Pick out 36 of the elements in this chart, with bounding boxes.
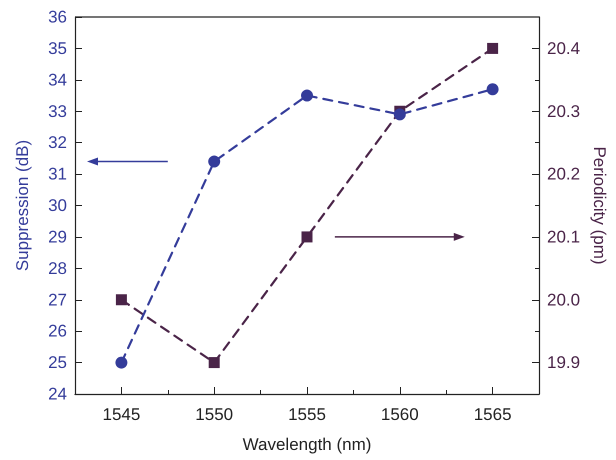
y2-tick-label: 20.2 xyxy=(547,164,580,184)
point xyxy=(394,108,406,120)
point xyxy=(302,231,313,242)
y-tick-label: 24 xyxy=(48,384,67,404)
x-tick-label: 1545 xyxy=(102,405,140,424)
y-tick-label: 28 xyxy=(48,258,67,278)
y2-tick-label: 20.1 xyxy=(547,227,580,246)
point xyxy=(301,90,314,102)
point xyxy=(208,156,220,168)
y-tick-label: 34 xyxy=(48,70,67,90)
y2-tick-label: 19.9 xyxy=(547,353,580,372)
y2-tick-label: 20.4 xyxy=(547,38,580,58)
y2-tick-label: 20.0 xyxy=(547,290,580,310)
y-tick-label: 25 xyxy=(48,353,67,372)
y-tick-label: 26 xyxy=(48,322,67,341)
x-tick-label: 1560 xyxy=(380,405,419,424)
x-tick-label: 1555 xyxy=(288,405,326,424)
y-axis-title: Suppression (dB) xyxy=(13,140,32,272)
point xyxy=(115,356,128,369)
x-tick-label: 1565 xyxy=(474,405,512,424)
point xyxy=(116,294,127,306)
y2-axis-title: Periodicity (pm) xyxy=(590,146,609,265)
y-tick-label: 33 xyxy=(48,102,67,121)
y-tick-label: 36 xyxy=(48,8,67,26)
y-tick-label: 35 xyxy=(48,38,67,58)
y-tick-label: 30 xyxy=(48,196,67,215)
x-tick-label: 1550 xyxy=(195,405,234,424)
point xyxy=(487,42,498,54)
y-tick-label: 32 xyxy=(48,133,67,152)
y-tick-label: 29 xyxy=(48,227,67,246)
y-tick-label: 31 xyxy=(48,164,67,184)
point xyxy=(208,357,220,368)
y2-tick-label: 20.3 xyxy=(547,102,580,121)
y-tick-label: 27 xyxy=(48,290,67,310)
x-axis-title: Wavelength (nm) xyxy=(242,435,372,454)
point xyxy=(486,83,499,96)
